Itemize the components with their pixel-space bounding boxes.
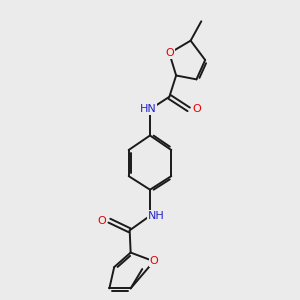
Text: O: O	[165, 48, 174, 58]
Text: NH: NH	[147, 211, 164, 221]
Text: O: O	[149, 256, 158, 266]
Text: O: O	[192, 104, 201, 114]
Text: HN: HN	[140, 104, 156, 114]
Text: O: O	[97, 216, 106, 226]
